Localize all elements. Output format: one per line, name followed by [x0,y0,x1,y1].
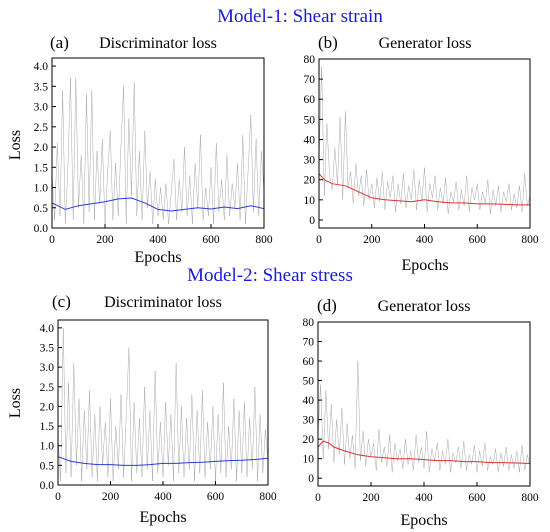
x-tick-label: 400 [149,234,167,246]
y-tick-label: 1.5 [34,162,49,174]
y-tick-label: 10 [303,454,315,466]
model-2-heading: Model-2: Shear stress [187,265,353,286]
panel-label-d: (d) [317,296,337,315]
y-tick-label: 2.0 [40,401,55,413]
y-tick-label: 80 [303,317,315,329]
y-tick-label: 0 [308,473,314,485]
panel-c-chart: (c) Discriminator loss 0 200 400 600 800 0.0 0.5… [7,292,277,526]
x-tick-label: 400 [154,491,172,503]
y-tick-label: 40 [304,134,316,146]
panel-label-b: (b) [318,33,338,52]
y-tick-label: 0.0 [34,223,49,235]
x-tick-label: 0 [315,492,321,504]
y-tick-label: 4.0 [34,61,49,73]
y-tick-label: 50 [303,376,315,388]
y-tick-label: 20 [303,434,315,446]
model-1-heading: Model-1: Shear strain [217,6,383,27]
raw-loss-line-d [317,360,531,473]
y-tick-label: 10 [304,195,316,207]
y-tick-label: 3.5 [34,81,49,93]
y-tick-label: 80 [304,54,316,66]
panel-a-chart: (a) Discriminator loss 0 200 400 600 800 0.0 0.5… [7,33,273,266]
y-tick-label: 2.5 [40,382,55,394]
y-tick-label: 70 [304,74,316,86]
y-tick-label: 0 [309,215,315,227]
panel-label-c: (c) [52,292,71,311]
x-tick-label: 600 [468,492,486,504]
y-tick-label: 70 [303,337,315,349]
panel-d-chart: (d) Generator loss 0 200 400 600 800 0 10 20 30 40 5… [303,296,539,529]
y-axis-label-c: Loss [7,388,24,418]
chart-title-c: Discriminator loss [104,294,222,311]
y-tick-label: 60 [304,94,316,106]
raw-loss-line-b [318,66,531,214]
y-axis-label-a: Loss [7,130,24,160]
y-tick-label: 3.0 [40,362,55,374]
y-tick-label: 0.5 [40,460,55,472]
plot-frame-a [51,57,265,229]
x-tick-label: 600 [202,234,220,246]
x-tick-label: 200 [102,491,120,503]
x-tick-label: 0 [316,234,322,246]
chart-title-a: Discriminator loss [99,35,217,52]
trend-line-b [318,173,530,206]
trend-line-a [51,197,265,212]
y-tick-label: 3.0 [34,102,49,114]
x-tick-label: 800 [259,491,277,503]
y-tick-label: 50 [304,114,316,126]
raw-loss-line-a [51,78,265,225]
y-tick-label: 60 [303,356,315,368]
x-tick-label: 800 [255,234,273,246]
x-axis-label-d: Epochs [400,512,447,529]
y-tick-label: 4.0 [40,323,55,335]
x-tick-label: 200 [362,492,380,504]
y-tick-label: 0.0 [40,480,55,492]
x-axis-label-c: Epochs [139,509,186,526]
y-tick-label: 1.0 [40,441,55,453]
y-tick-label: 30 [304,155,316,167]
y-tick-label: 20 [304,175,316,187]
panel-b-chart: (b) Generator loss 0 200 400 600 800 0 10 20 30 40 5… [304,33,539,274]
y-tick-label: 1.0 [34,183,49,195]
y-tick-label: 40 [303,395,315,407]
panel-label-a: (a) [50,33,69,52]
x-tick-label: 400 [415,492,433,504]
chart-title-b: Generator loss [379,35,472,52]
trend-line-c [57,456,269,466]
y-tick-label: 0.5 [34,203,49,215]
y-tick-label: 2.5 [34,122,49,134]
raw-loss-line-c [57,327,269,482]
x-tick-label: 600 [469,234,487,246]
x-axis-label-b: Epochs [401,257,448,274]
y-tick-label: 30 [303,415,315,427]
plot-frame-d [317,321,531,487]
y-tick-label: 2.0 [34,142,49,154]
x-tick-label: 0 [49,234,55,246]
x-tick-label: 600 [207,491,225,503]
x-tick-label: 800 [521,492,539,504]
chart-title-d: Generator loss [378,298,471,315]
y-tick-label: 3.5 [40,343,55,355]
x-tick-label: 400 [416,234,434,246]
x-tick-label: 200 [363,234,381,246]
x-tick-label: 0 [55,491,61,503]
x-axis-label-a: Epochs [134,249,181,266]
plot-frame-b [318,58,531,229]
x-tick-label: 800 [521,234,539,246]
y-tick-label: 1.5 [40,421,55,433]
trend-line-d [317,440,531,464]
x-tick-label: 200 [96,234,114,246]
